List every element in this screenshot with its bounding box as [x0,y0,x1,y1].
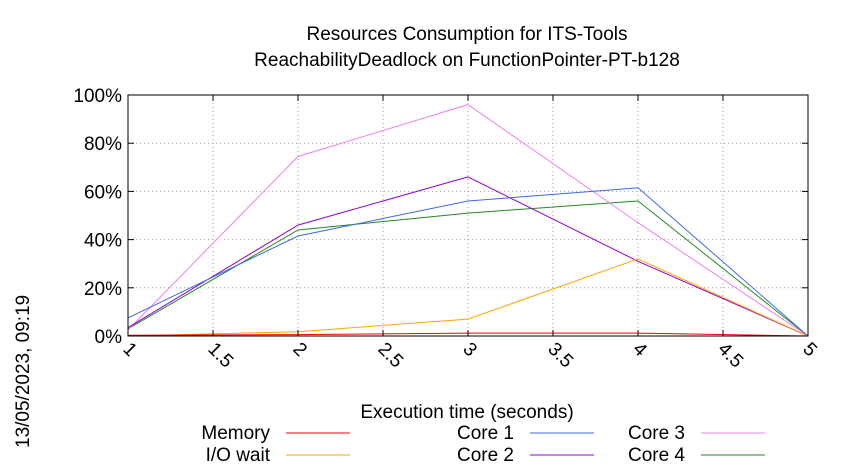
grid-layer [128,95,808,336]
tick-layer: 0%20%40%60%80%100%1 1.5 2 2.5 3 3.5 4 4.5 5 [73,86,820,372]
y-tick-label: 0% [95,327,123,348]
x-tick-label: 2.5 [373,339,407,373]
x-tick-label: 4.5 [713,339,747,373]
x-tick-label: 3.5 [543,339,577,373]
legend-label-memory: Memory [201,423,270,444]
legend-label-core-1: Core 1 [457,423,514,444]
x-tick-label: 2 [288,339,310,361]
series-line-core-2 [127,176,809,337]
chart-title: Resources Consumption for ITS-Tools [306,24,627,45]
legend-label-core-3: Core 3 [628,423,685,444]
y-tick-label: 60% [84,182,122,203]
legend-label-core-4: Core 4 [628,445,685,466]
legend-label-core-2: Core 2 [457,445,514,466]
series-line-i-o-wait [127,258,809,337]
x-axis-label: Execution time (seconds) [360,402,573,423]
series-line-core-1 [127,187,809,337]
legend-label-i-o-wait: I/O wait [206,445,271,466]
y-tick-label: 40% [84,231,122,252]
series-line-core-3 [127,104,809,337]
x-tick-label: 4 [628,339,651,362]
y-tick-label: 20% [84,279,122,300]
x-tick-label: 1.5 [203,339,237,373]
y-tick-label: 80% [84,134,122,155]
x-tick-label: 5 [798,339,820,361]
timestamp: 13/05/2023, 09:19 [13,295,34,448]
chart-subtitle: ReachabilityDeadlock on FunctionPointer-… [254,50,680,71]
y-tick-label: 100% [73,86,122,107]
x-tick-label: 3 [458,339,480,361]
